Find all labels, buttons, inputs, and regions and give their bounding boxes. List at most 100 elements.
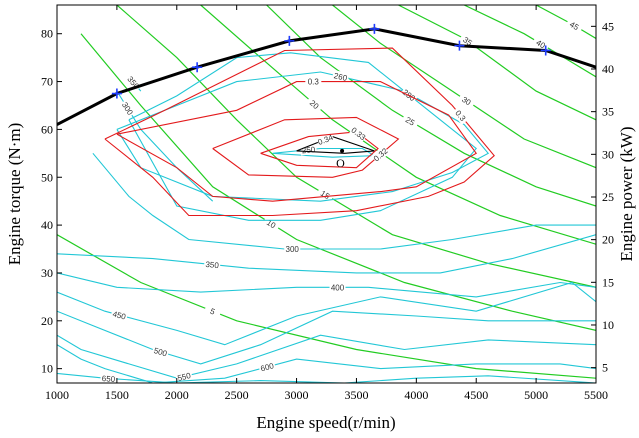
max-torque-marker [192,62,203,73]
power-curve-40kw [463,5,596,78]
y2-tick-label: 40 [602,62,614,76]
y-tick-label: 60 [41,122,53,136]
contour-label-bg [110,308,129,322]
y-tick-label: 30 [41,266,53,280]
y-tick-label: 70 [41,75,53,89]
efficiency-contour-0.33 [260,131,379,169]
y-tick-label: 50 [41,170,53,184]
power-curve-20kw [200,5,596,245]
contour-label-bg [300,143,317,156]
power-curve-45kw [535,5,596,40]
axes: 1000 1500 2000 2500 3000 3500 4000 4500 5000 5500… [41,4,614,402]
bsfc-contour-label: 500 [153,346,169,359]
contour-label-bg [565,17,584,34]
bsfc-contour-450 [57,281,596,346]
bsfc-contour-label: 650 [102,374,116,384]
contour-label-bg [305,95,324,114]
contour-label-bg [315,186,335,203]
x-tick-label: 4000 [404,388,428,402]
max-torque-marker [111,88,122,99]
x-tick-label: 2500 [225,388,249,402]
contour-label-bg [119,98,137,118]
y-tick-label: 10 [41,362,53,376]
max-torque-marker [284,35,295,46]
contour-label-bg [400,112,420,130]
y-tick-label: 40 [41,218,53,232]
bsfc-contour-500 [57,310,596,365]
y-tick-label: 20 [41,314,53,328]
bsfc-contour-280 [128,52,477,221]
power-curve-15kw [116,5,596,288]
bsfc-contour-label: 250 [301,145,316,155]
contour-label-bg [331,69,350,84]
contour-label-bg [175,369,193,383]
y2-tick-label: 5 [602,361,608,375]
power-curve-25kw [266,5,596,207]
y2-tick-label: 25 [602,190,614,204]
contour-label-bg [203,258,221,271]
y2-tick-label: 35 [602,105,614,119]
efficiency-contour-0.3 [104,47,495,217]
efficiency-contour-label: 0.33 [349,126,367,143]
contour-label-bg [451,106,470,125]
y-tick-label: 80 [41,27,53,41]
optimal-point-dot [340,148,345,153]
y2-axis-title: Engine power (kW) [617,126,636,261]
contour-label-bg [151,344,170,359]
bsfc-contour-label: 600 [260,361,276,373]
contour-label-bg [203,303,222,319]
max-torque-marker [540,45,551,56]
x-tick-label: 5500 [584,388,608,402]
bsfc-contour-label: 350 [205,260,220,270]
y2-tick-label: 20 [602,233,614,247]
x-tick-label: 3000 [285,388,309,402]
contour-label-bg [258,360,277,374]
optimal-point-label: O [336,156,345,170]
x-tick-label: 5000 [524,388,548,402]
power-curve-10kw [80,33,596,331]
contour-label-bg [457,92,477,110]
power-curve-35kw [398,5,596,121]
contour-label-bg [315,131,335,148]
power-curve-label: 5 [209,307,217,317]
contour-label-bg [100,372,117,383]
max-torque-curve [57,27,596,126]
bsfc-contour-250 [272,147,377,158]
max-torque-marker [369,23,380,34]
x-tick-label: 4500 [464,388,488,402]
y2-tick-label: 10 [602,318,614,332]
plot-frame [56,4,597,384]
x-tick-label: 2000 [165,388,189,402]
bsfc-contour-350 [57,234,596,274]
bsfc-contour-label: 550 [177,371,193,383]
x-tick-label: 1000 [45,388,69,402]
efficiency-contour-label: 0.3 [308,78,320,87]
y2-tick-label: 15 [602,275,614,289]
y2-tick-label: 45 [602,19,614,33]
bsfc-contour-label: 260 [333,71,349,83]
bsfc-contour-label: 300 [286,245,300,254]
contour-label-bg [305,76,322,87]
x-axis-title: Engine speed(r/min) [256,413,395,432]
contour-label-bg [284,244,301,255]
bsfc-contour-260 [116,71,490,202]
contour-label-bg [329,282,346,293]
power-curve-5kw [57,234,596,379]
contour-label-bg [371,145,390,164]
y-axis-title: Engine torque (N·m) [5,123,24,266]
bsfc-contour-550 [57,334,596,379]
bsfc-contour-label: 400 [331,283,345,292]
contour-label-bg [349,124,369,143]
x-tick-label: 3500 [344,388,368,402]
y2-tick-label: 30 [602,147,614,161]
bsfc-contour-400 [57,272,596,298]
contour-label-bg [399,86,419,104]
contour-label-bg [261,215,281,233]
efficiency-contour-0.3 [116,81,478,202]
max-torque-marker [454,40,465,51]
x-tick-label: 1500 [105,388,129,402]
bsfc-contour-label: 450 [112,310,128,322]
